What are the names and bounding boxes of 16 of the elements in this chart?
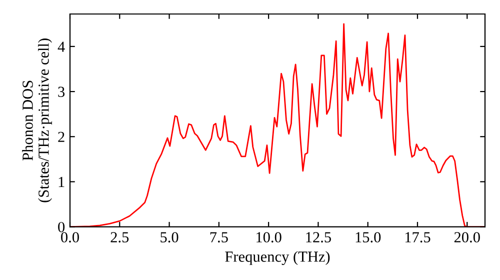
y-tick-label: 1 <box>58 176 64 188</box>
x-tick-label: 10.0 <box>256 232 282 242</box>
x-axis-title: Frequency (THz) <box>225 251 330 265</box>
y-tick-label: 0 <box>58 222 65 232</box>
x-tick-label: 17.5 <box>405 232 430 242</box>
x-tick-label: 20.0 <box>454 232 480 242</box>
y-tick-label: 4 <box>58 42 65 52</box>
x-tick-label: 2.5 <box>110 232 129 242</box>
y-tick-label: 3 <box>58 86 65 97</box>
x-tick-label: 5.0 <box>160 232 178 242</box>
x-tick-label: 12.5 <box>306 232 331 242</box>
x-tick-label: 0.0 <box>61 232 79 242</box>
x-tick-label: 15.0 <box>356 232 381 242</box>
y-tick-label: 2 <box>58 132 64 142</box>
x-tick-label: 7.5 <box>210 232 228 242</box>
y-axis-title: Phonon DOS (States/THz·primitive cell) <box>22 38 52 202</box>
